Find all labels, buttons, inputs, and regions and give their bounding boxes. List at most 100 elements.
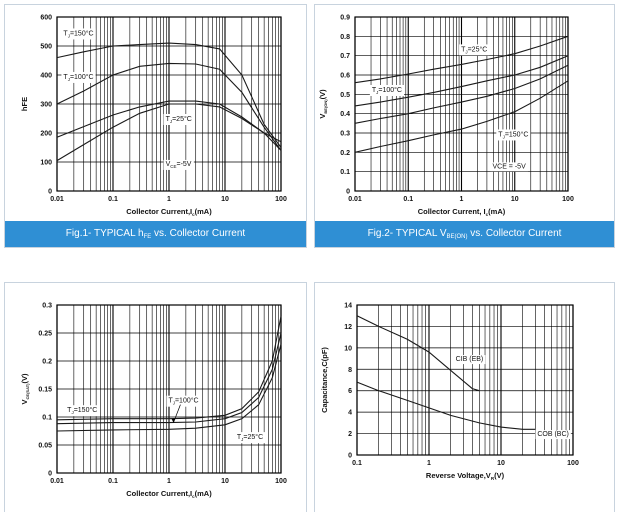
fig1-series-1 xyxy=(56,62,282,151)
fig1-caption-main: h xyxy=(138,228,144,239)
fig2-panel: 0 0.1 0.2 0.3 0.4 0.5 0.6 0.7 0.8 0.9 0.01 0.1 1 10 10… xyxy=(314,4,615,248)
fig4-ytick-label: 8 xyxy=(348,367,352,374)
fig1-annotation-box xyxy=(163,114,194,125)
fig4-ytick-label: 0 xyxy=(348,453,352,460)
fig3-xtick-label: 0.01 xyxy=(50,478,64,485)
fig1-series-0 xyxy=(56,42,282,148)
fig3-annotation-box xyxy=(166,395,201,407)
fig4-xtick-label: 10 xyxy=(497,460,505,467)
fig3-series-1 xyxy=(56,332,282,425)
fig1-caption-sub: FE xyxy=(143,234,152,240)
fig4-plot-frame xyxy=(356,304,574,456)
fig1-ytick-label: 400 xyxy=(40,73,52,80)
fig2-grid xyxy=(354,16,569,192)
fig1-chart: 0 100 200 300 400 500 600 0.01 0.1 1 10 100 Collecto… xyxy=(20,15,287,218)
fig3-ytick-label: 0.05 xyxy=(38,443,52,450)
fig3-plot-frame xyxy=(56,304,282,474)
fig1-annotation-3: VCE​=-5V xyxy=(166,161,192,169)
fig2-ytick-label: 0.4 xyxy=(340,111,350,118)
fig1-panel: 0 100 200 300 400 500 600 0.01 0.1 1 10 100 Collecto… xyxy=(4,4,307,248)
fig3-annotation-box xyxy=(234,432,266,444)
fig2-annotation-box xyxy=(459,44,490,56)
fig4-ytick-label: 6 xyxy=(348,388,352,395)
fig3-xlabel: Collector Current,Ic​(mA) xyxy=(126,489,212,499)
fig2-ytick-label: 0.3 xyxy=(340,131,350,138)
fig2-annotation-0: TJ​=25°C xyxy=(461,45,487,54)
fig3-series-0 xyxy=(56,316,282,421)
fig1-annotation-0: TJ​=150°C xyxy=(63,29,93,38)
fig2-xtick-label: 100 xyxy=(562,196,574,203)
fig2-ytick-label: 0 xyxy=(346,189,350,196)
fig3-series-2 xyxy=(56,344,282,432)
fig3-annotation-2: TJ​=25°C xyxy=(237,433,263,442)
fig4-panel: 0 2 4 6 8 10 12 14 0.1 1 10 100 Reverse Voltage,VR​(… xyxy=(314,282,615,512)
fig4-ytick-label: 4 xyxy=(348,410,352,417)
fig1-ytick-label: 100 xyxy=(40,160,52,167)
fig1-xtick-label: 10 xyxy=(221,196,229,203)
fig2-annotation-box xyxy=(490,162,529,172)
fig1-annotation-box xyxy=(61,71,96,83)
fig1-xlabel: Collector Current,Ic​(mA) xyxy=(126,207,212,217)
fig3-panel: 0 0.05 0.1 0.15 0.2 0.25 0.3 0.01 0.1 1 10 100 Colle… xyxy=(4,282,307,512)
fig4-xtick-label: 100 xyxy=(567,460,579,467)
fig2-ytick-label: 0.7 xyxy=(340,53,350,60)
fig1-xtick-label: 1 xyxy=(167,196,171,203)
fig3-xtick-label: 100 xyxy=(275,478,287,485)
fig3-annotation-0: TJ​=150°C xyxy=(67,406,97,415)
fig3-chart: 0 0.05 0.1 0.15 0.2 0.25 0.3 0.01 0.1 1 10 100 Colle… xyxy=(20,303,287,500)
fig2-series-1 xyxy=(354,55,569,107)
fig4-xtick-label: 0.1 xyxy=(352,460,362,467)
fig2-annotation-box xyxy=(369,85,404,96)
fig2-annotation-2: TJ​=150°C xyxy=(498,130,528,139)
fig2-xtick-label: 0.01 xyxy=(348,196,362,203)
fig1-annotation-1: TJ​=100°C xyxy=(63,73,93,82)
fig2-ytick-label: 0.2 xyxy=(340,150,350,157)
fig2-ytick-label: 0.8 xyxy=(340,34,350,41)
fig2-ytick-label: 0.6 xyxy=(340,73,350,80)
fig3-ytick-label: 0 xyxy=(48,471,52,478)
fig3-ylabel: VCE(SAT)​(V) xyxy=(20,373,30,404)
fig3-ytick-label: 0.1 xyxy=(42,415,52,422)
fig4-ytick-label: 10 xyxy=(344,345,352,352)
fig2-xlabel: Collector Current, Ic​(mA) xyxy=(418,207,506,217)
fig4-xtick-label: 1 xyxy=(427,460,431,467)
fig3-ytick-label: 0.25 xyxy=(38,331,52,338)
fig2-caption-main: V xyxy=(439,228,447,239)
fig4-ylabel: Capacitance,C(pF) xyxy=(320,347,329,413)
fig4-xlabel: Reverse Voltage,VR​(V) xyxy=(426,471,505,481)
fig1-ytick-label: 300 xyxy=(40,102,52,109)
fig4-annotation-box xyxy=(535,430,571,440)
fig4-ytick-label: 14 xyxy=(344,303,352,310)
fig2-ytick-label: 0.5 xyxy=(340,92,350,99)
fig3-xtick-label: 10 xyxy=(221,478,229,485)
fig3-leader-arrow xyxy=(171,418,176,423)
fig2-xtick-label: 1 xyxy=(460,196,464,203)
fig3-annotation-box xyxy=(65,405,100,417)
fig1-xtick-label: 0.01 xyxy=(50,196,64,203)
fig2-caption: Fig.2- TYPICAL VBE(ON) vs. Collector Cur… xyxy=(315,221,614,247)
fig2-series-2 xyxy=(354,64,569,124)
fig1-xtick-label: 100 xyxy=(275,196,287,203)
fig2-chart: 0 0.1 0.2 0.3 0.4 0.5 0.6 0.7 0.8 0.9 0.01 0.1 1 10 10… xyxy=(318,15,574,218)
fig1-caption-suffix: vs. Collector Current xyxy=(151,228,246,239)
fig2-caption-sub: BE(ON) xyxy=(446,234,468,240)
fig4-annotation-0: CIB (EB) xyxy=(456,356,484,363)
fig3-ytick-label: 0.2 xyxy=(42,359,52,366)
fig3-xtick-label: 1 xyxy=(167,478,171,485)
fig2-annotation-box xyxy=(496,129,531,141)
fig2-annotation-3: VCE = -5V xyxy=(492,163,526,170)
fig1-ytick-label: 0 xyxy=(48,189,52,196)
fig1-annotation-2: TJ​=25°C xyxy=(166,115,192,124)
fig2-series-0 xyxy=(354,35,569,84)
fig3-ytick-label: 0.3 xyxy=(42,303,52,310)
fig3-annotation-1: TJ​=100°C xyxy=(168,397,198,406)
fig2-xtick-label: 10 xyxy=(511,196,519,203)
fig1-series-3 xyxy=(56,103,282,162)
fig4-ytick-label: 2 xyxy=(348,431,352,438)
fig1-ytick-label: 200 xyxy=(40,131,52,138)
fig2-caption-suffix: vs. Collector Current xyxy=(467,228,562,239)
fig1-caption: Fig.1- TYPICAL hFE vs. Collector Current xyxy=(5,221,306,247)
fig2-ylabel: VBE(ON)​(V) xyxy=(318,89,328,119)
fig1-ylabel: hFE xyxy=(20,97,29,111)
fig3-grid xyxy=(56,304,282,474)
